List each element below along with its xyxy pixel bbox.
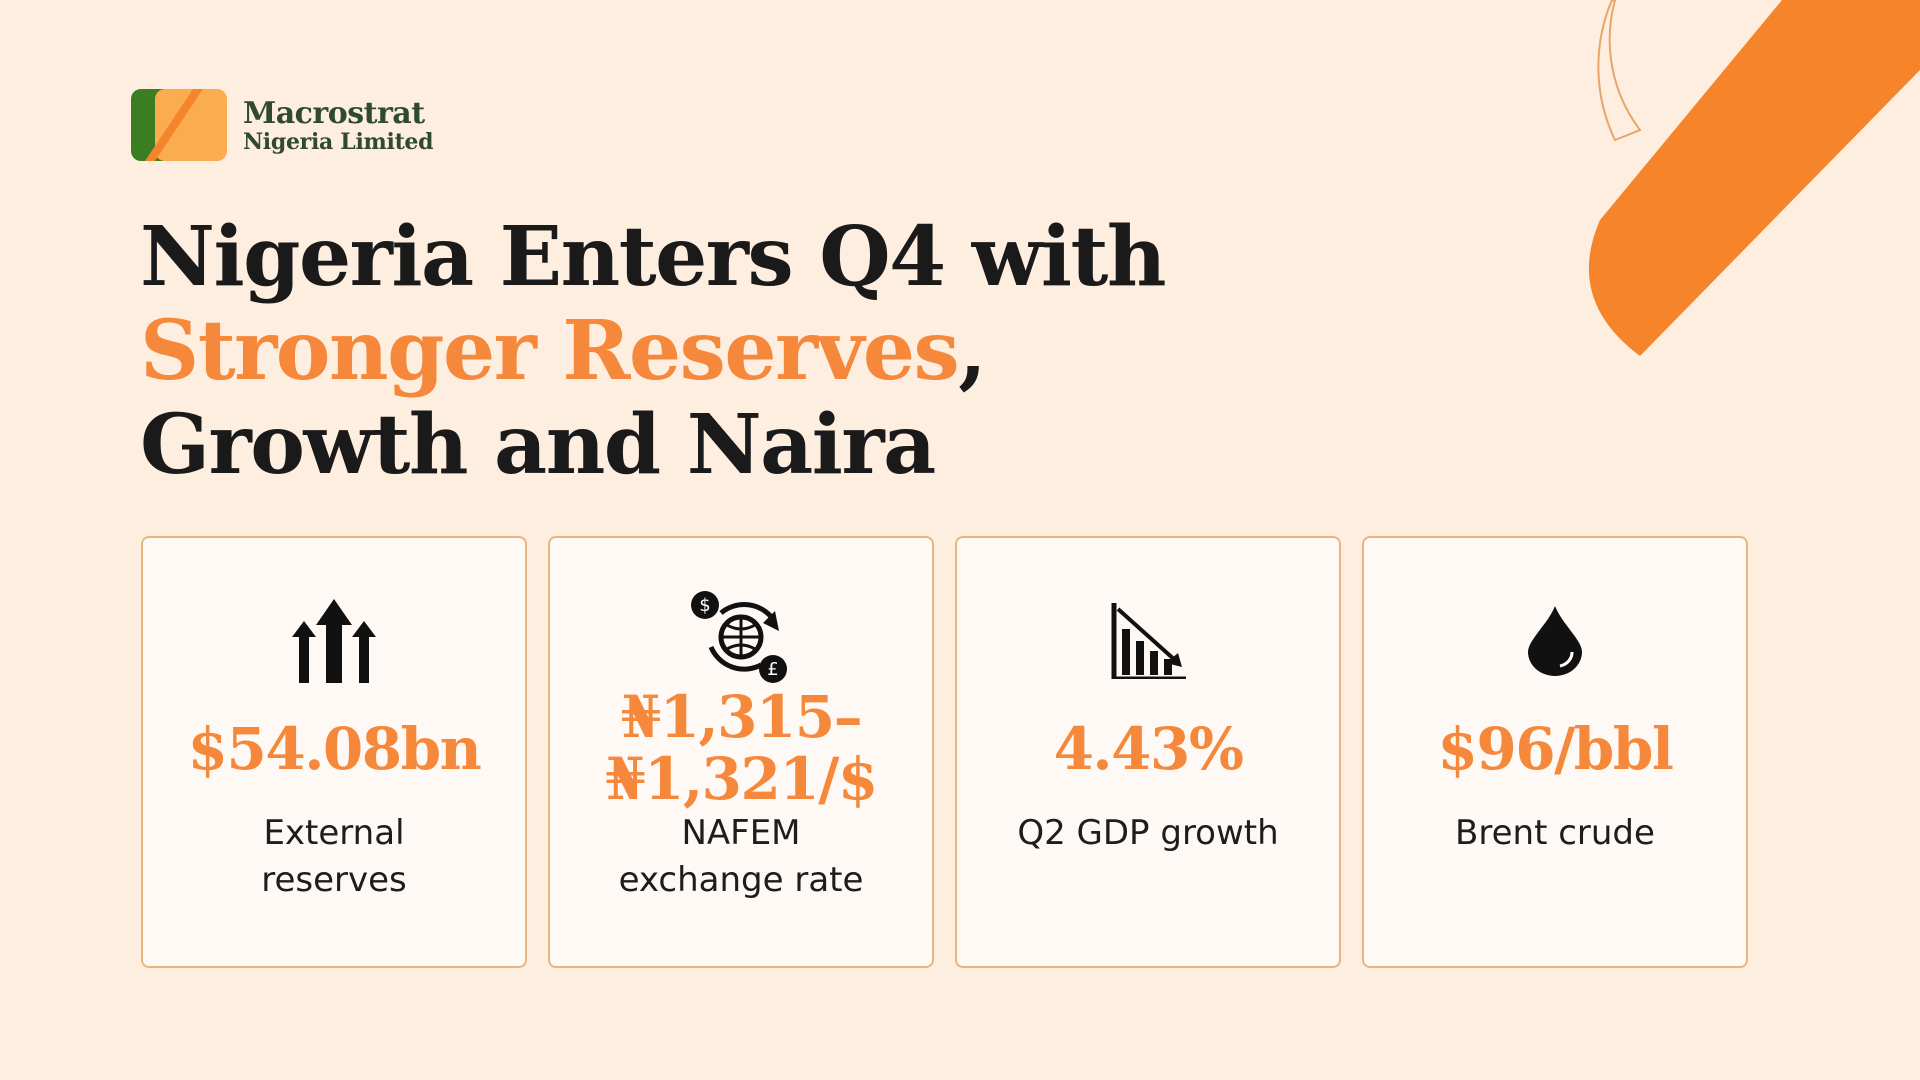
stat-label: NAFEM exchange rate — [550, 810, 932, 904]
stat-label-line: NAFEM — [681, 813, 801, 853]
svg-text:$: $ — [699, 595, 710, 616]
stat-value-line: 4.43% — [1053, 715, 1244, 783]
headline-highlight: Stronger Reserves — [140, 303, 960, 399]
logo: Macrostrat Nigeria Limited — [131, 89, 434, 163]
stat-card: 4.43% Q2 GDP growth — [955, 536, 1341, 968]
stat-value: 4.43% — [957, 718, 1339, 780]
stat-card: $ £ ₦1,315– ₦1,321/$ NAFEM exchange rate — [548, 536, 934, 968]
stat-value: $54.08bn — [143, 718, 525, 780]
icon-exchange: $ £ — [691, 591, 787, 683]
stat-cards: $54.08bn External reserves $ £ ₦1,315– ₦1,3… — [141, 536, 1748, 968]
stat-label: External reserves — [143, 810, 525, 904]
headline-punctuation: , — [958, 303, 987, 399]
stat-label-line: Brent crude — [1455, 813, 1655, 853]
stat-label-line: exchange rate — [618, 860, 864, 900]
stat-value: ₦1,315– ₦1,321/$ — [550, 686, 932, 810]
logo-tagline: Nigeria Limited — [243, 129, 434, 155]
headline-line: Nigeria Enters Q4 with — [140, 209, 1167, 305]
logo-name: Macrostrat — [243, 96, 425, 131]
headline: Nigeria Enters Q4 with Stronger Reserves… — [140, 209, 1167, 493]
stat-card: $96/bbl Brent crude — [1362, 536, 1748, 968]
stat-label-line: Q2 GDP growth — [1017, 813, 1279, 853]
stat-card: $54.08bn External reserves — [141, 536, 527, 968]
logo-mark — [131, 89, 227, 161]
svg-text:£: £ — [767, 659, 778, 680]
icon-decline — [1111, 603, 1186, 679]
icon-oil-drop — [1528, 606, 1582, 676]
stat-label-line: reserves — [261, 860, 407, 900]
stat-label: Brent crude — [1364, 810, 1746, 857]
stat-value-line: ₦1,315– — [620, 683, 863, 751]
stat-value-line: $96/bbl — [1437, 715, 1674, 783]
stat-value: $96/bbl — [1364, 718, 1746, 780]
stat-value-line: $54.08bn — [187, 715, 482, 783]
headline-line: Growth and Naira — [140, 397, 936, 493]
stat-label: Q2 GDP growth — [957, 810, 1339, 857]
stat-label-line: External — [263, 813, 405, 853]
icon-growth — [292, 599, 376, 683]
stat-value-line: ₦1,321/$ — [605, 745, 878, 813]
